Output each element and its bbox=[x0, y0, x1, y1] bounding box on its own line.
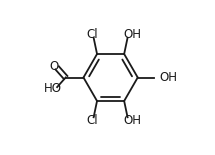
Text: O: O bbox=[49, 60, 58, 73]
Text: OH: OH bbox=[123, 28, 141, 41]
Text: OH: OH bbox=[159, 71, 177, 84]
Text: HO: HO bbox=[43, 82, 61, 95]
Text: OH: OH bbox=[123, 114, 141, 127]
Text: Cl: Cl bbox=[86, 28, 98, 41]
Text: Cl: Cl bbox=[86, 114, 98, 127]
